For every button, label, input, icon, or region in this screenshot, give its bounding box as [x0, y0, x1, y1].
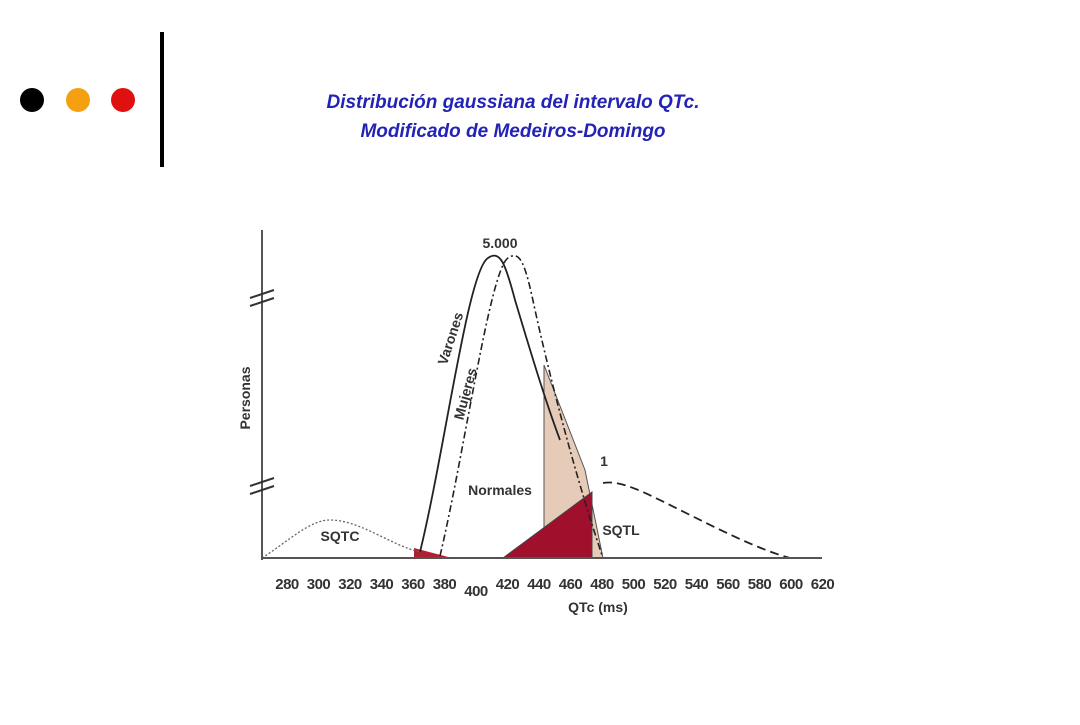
- x-tick-label: 620: [811, 576, 835, 593]
- varones-curve: [419, 254, 561, 553]
- x-tick-label: 380: [433, 576, 457, 593]
- x-tick-label: 280: [275, 576, 299, 593]
- title-line: Modificado de Medeiros-Domingo: [360, 121, 665, 142]
- normales-label: Normales: [468, 482, 532, 498]
- x-tick-label: 340: [370, 576, 394, 593]
- x-tick-label: 360: [401, 576, 425, 593]
- x-tick-label: 540: [685, 576, 709, 593]
- x-tick-label: 560: [716, 576, 740, 593]
- x-ticks: 280 300 320 340 360 380 400 420 440 460 480 500 520 5…: [275, 576, 835, 600]
- sqtc-curve: [261, 519, 421, 559]
- x-tick-label: 300: [307, 576, 331, 593]
- x-tick-label: 400: [464, 583, 488, 600]
- x-tick-label: 580: [748, 576, 772, 593]
- dot-orange: [66, 88, 90, 112]
- x-tick-label: 600: [779, 576, 803, 593]
- x-tick-label: 460: [559, 576, 583, 593]
- varones-label: Varones: [434, 310, 466, 367]
- mujeres-curve: [439, 255, 604, 559]
- dot-red: [111, 88, 135, 112]
- x-tick-label: 520: [653, 576, 677, 593]
- axis-break: [249, 289, 275, 495]
- sqtl-curve: [602, 481, 791, 559]
- figure: Personas QTc (ms) 5.000 Varones Mujeres …: [237, 230, 835, 615]
- sqtc-label: SQTC: [321, 528, 360, 544]
- sqtl-label: SQTL: [602, 522, 640, 538]
- title-line: Distribución gaussiana del intervalo QTc…: [326, 92, 699, 113]
- x-tick-label: 320: [338, 576, 362, 593]
- x-tick-label: 480: [590, 576, 614, 593]
- y-axis-label: Personas: [237, 366, 253, 429]
- x-tick-label: 440: [527, 576, 551, 593]
- sqtc-area: [414, 548, 452, 558]
- divider: [160, 32, 164, 167]
- peak-label: 5.000: [482, 235, 517, 251]
- x-tick-label: 420: [496, 576, 520, 593]
- dot-black: [20, 88, 44, 112]
- x-tick-label: 500: [622, 576, 646, 593]
- x-axis-label: QTc (ms): [568, 599, 628, 615]
- one-label: 1: [600, 453, 608, 469]
